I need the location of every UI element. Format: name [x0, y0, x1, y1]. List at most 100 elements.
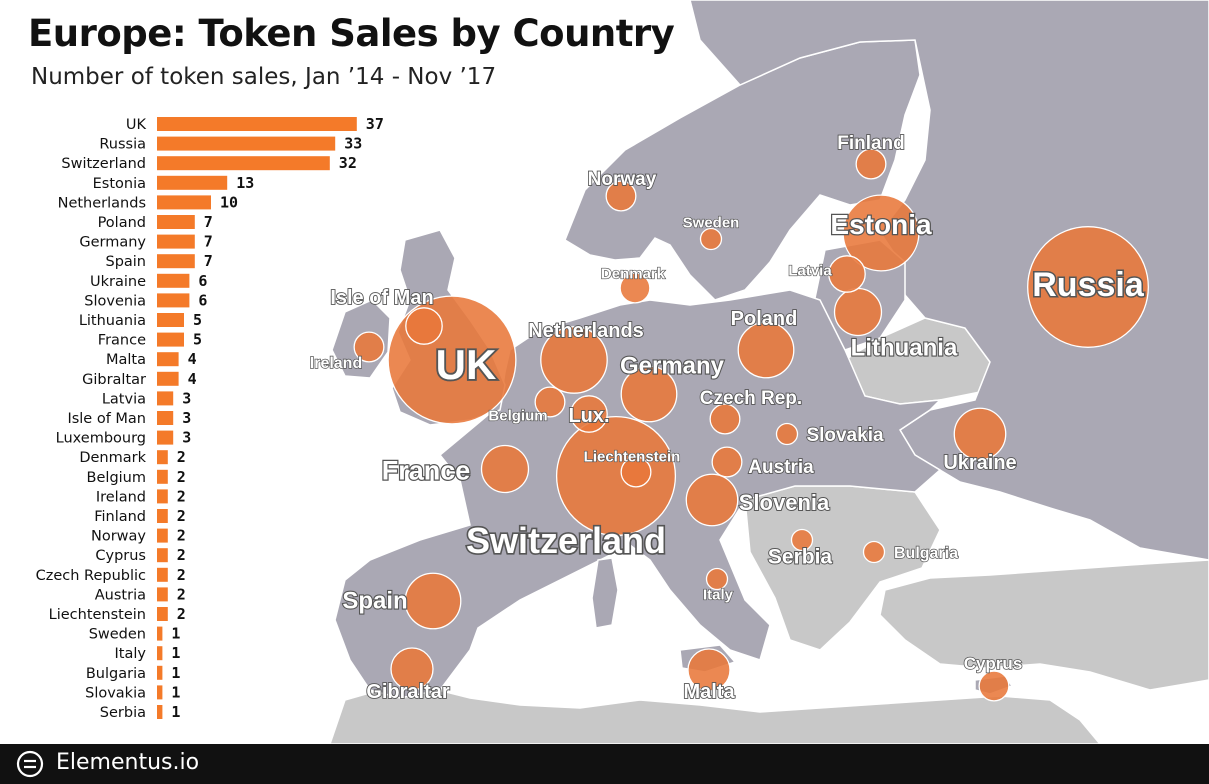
- country-label: Sweden: [683, 214, 740, 231]
- country-bubble: [353, 331, 385, 363]
- country-label: Liechtenstein: [584, 448, 681, 465]
- turkey-land: [879, 559, 1209, 691]
- bar-category-label: Germany: [79, 235, 146, 251]
- bar: [157, 450, 168, 465]
- country-label: Norway: [588, 169, 657, 190]
- country-bubble: [404, 572, 462, 630]
- country-label: Ukraine: [943, 452, 1016, 474]
- bar-category-label: UK: [126, 117, 147, 133]
- bar: [157, 489, 168, 504]
- country-label: Italy: [703, 586, 734, 603]
- country-label: Spain: [342, 588, 407, 615]
- bar-value-label: 1: [171, 644, 180, 662]
- bar-category-label: Latvia: [102, 391, 146, 407]
- footer-brand[interactable]: Elementus.io: [56, 750, 200, 775]
- country-bubble: [685, 473, 739, 527]
- bar: [157, 273, 190, 288]
- country-label: UK: [436, 341, 497, 388]
- country-label: Lux.: [568, 405, 609, 427]
- bar-value-label: 2: [177, 605, 186, 623]
- country-bubble: [480, 444, 530, 494]
- bar-value-label: 2: [177, 507, 186, 525]
- bar-category-label: Belgium: [87, 470, 146, 486]
- bar: [157, 136, 336, 151]
- bar-category-label: Liechtenstein: [49, 607, 146, 623]
- country-bubble: [534, 386, 566, 418]
- bar: [157, 313, 184, 327]
- country-label: Russia: [1032, 266, 1145, 304]
- bar-value-label: 3: [182, 389, 191, 407]
- country-bubble: [619, 272, 651, 304]
- country-bubble: [1027, 226, 1149, 348]
- country-label: Serbia: [768, 546, 833, 569]
- bar: [157, 528, 168, 543]
- bar-category-label: Bulgaria: [86, 666, 146, 682]
- bar: [157, 293, 190, 308]
- bar-value-label: 2: [177, 546, 186, 564]
- country-bubble: [620, 365, 678, 423]
- bubble-labels: UK Russia Switzerland Estonia Netherlands Pol…: [309, 132, 1146, 704]
- country-label: Austria: [748, 457, 814, 478]
- country-bubble: [605, 180, 637, 212]
- country-bubble: [687, 648, 731, 692]
- europe-map: [330, 0, 1209, 744]
- bar: [157, 391, 174, 406]
- country-label: Cyprus: [964, 654, 1023, 673]
- bar-category-label: Denmark: [79, 450, 146, 466]
- elementus-logo-icon: [16, 750, 44, 778]
- bar: [157, 156, 330, 171]
- country-bubble: [699, 227, 723, 251]
- country-label: Czech Rep.: [700, 388, 802, 409]
- bar-category-label: Lithuania: [79, 313, 146, 329]
- country-bubble: [405, 307, 443, 345]
- bar: [157, 567, 168, 582]
- country-label: Isle of Man: [330, 287, 433, 309]
- bar-value-label: 2: [177, 527, 186, 545]
- bar-category-label: Sweden: [89, 627, 146, 643]
- bar: [157, 195, 211, 210]
- country-bubble: [855, 148, 887, 180]
- bar-category-label: Spain: [105, 254, 146, 270]
- country-bubble: [570, 395, 608, 433]
- bar-category-label: Norway: [91, 529, 146, 545]
- bar-value-label: 5: [193, 311, 202, 329]
- bar-category-label: Slovenia: [84, 293, 146, 309]
- bar-value-label: 6: [198, 291, 207, 309]
- bar-value-label: 2: [177, 585, 186, 603]
- bar-value-label: 10: [220, 193, 238, 211]
- country-label: Poland: [731, 308, 798, 330]
- bar: [157, 332, 184, 347]
- bar-category-label: Switzerland: [61, 156, 146, 172]
- bar-value-label: 7: [204, 213, 213, 231]
- country-label: Denmark: [601, 265, 666, 282]
- country-label: France: [382, 456, 471, 486]
- bar-category-label: Russia: [99, 137, 146, 153]
- country-bubble: [978, 670, 1010, 702]
- bar-category-label: Finland: [94, 509, 146, 525]
- bar: [157, 430, 174, 445]
- bar: [157, 548, 168, 563]
- bar: [157, 117, 357, 131]
- country-label: Malta: [683, 681, 735, 703]
- bar: [157, 509, 168, 523]
- bar: [157, 371, 179, 386]
- bar-value-label: 7: [204, 252, 213, 270]
- country-label: Lithuania: [851, 335, 958, 362]
- country-bubble: [620, 456, 652, 488]
- bar-category-label: Cyprus: [95, 548, 146, 564]
- bar-category-label: Serbia: [100, 705, 146, 721]
- country-label: Estonia: [830, 209, 932, 240]
- bar-value-label: 3: [182, 409, 191, 427]
- bar-category-label: Slovakia: [85, 685, 146, 701]
- country-label: Bulgaria: [894, 545, 958, 562]
- country-bubble: [862, 540, 886, 564]
- bar-category-label: Czech Republic: [36, 568, 146, 584]
- bar: [157, 646, 163, 661]
- bar-category-label: Austria: [95, 587, 146, 603]
- bar: [157, 685, 163, 700]
- bar: [157, 175, 228, 190]
- bar-value-label: 2: [177, 468, 186, 486]
- bar: [157, 352, 179, 367]
- bar-value-label: 1: [171, 683, 180, 701]
